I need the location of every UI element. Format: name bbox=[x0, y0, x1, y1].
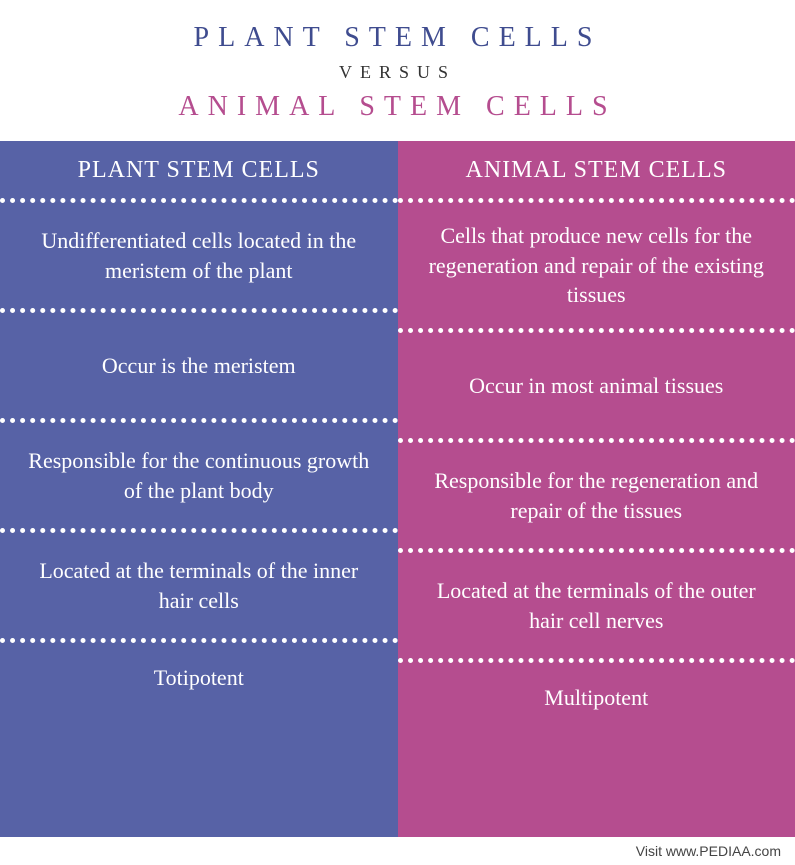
columns: PLANT STEM CELLS Undifferentiated cells … bbox=[0, 141, 795, 837]
title-bottom: ANIMAL STEM CELLS bbox=[10, 91, 785, 123]
animal-cell-1: Occur in most animal tissues bbox=[398, 333, 795, 443]
plant-cell-0: Undifferentiated cells located in the me… bbox=[0, 203, 398, 313]
column-header-animal: ANIMAL STEM CELLS bbox=[398, 141, 795, 203]
column-header-plant: PLANT STEM CELLS bbox=[0, 141, 398, 203]
column-plant: PLANT STEM CELLS Undifferentiated cells … bbox=[0, 141, 398, 837]
animal-cell-3: Located at the terminals of the outer ha… bbox=[398, 553, 795, 663]
animal-cell-0: Cells that produce new cells for the reg… bbox=[398, 203, 795, 333]
plant-cell-4: Totipotent bbox=[0, 643, 398, 713]
plant-cell-1: Occur is the meristem bbox=[0, 313, 398, 423]
versus-label: VERSUS bbox=[10, 62, 785, 83]
plant-cell-2: Responsible for the continuous growth of… bbox=[0, 423, 398, 533]
footer-credit: Visit www.PEDIAA.com bbox=[0, 837, 795, 865]
title-top: PLANT STEM CELLS bbox=[10, 22, 785, 54]
plant-cell-3: Located at the terminals of the inner ha… bbox=[0, 533, 398, 643]
header: PLANT STEM CELLS VERSUS ANIMAL STEM CELL… bbox=[0, 0, 795, 141]
column-animal: ANIMAL STEM CELLS Cells that produce new… bbox=[398, 141, 795, 837]
animal-cell-4: Multipotent bbox=[398, 663, 795, 733]
comparison-infographic: PLANT STEM CELLS VERSUS ANIMAL STEM CELL… bbox=[0, 0, 795, 865]
animal-cell-2: Responsible for the regeneration and rep… bbox=[398, 443, 795, 553]
